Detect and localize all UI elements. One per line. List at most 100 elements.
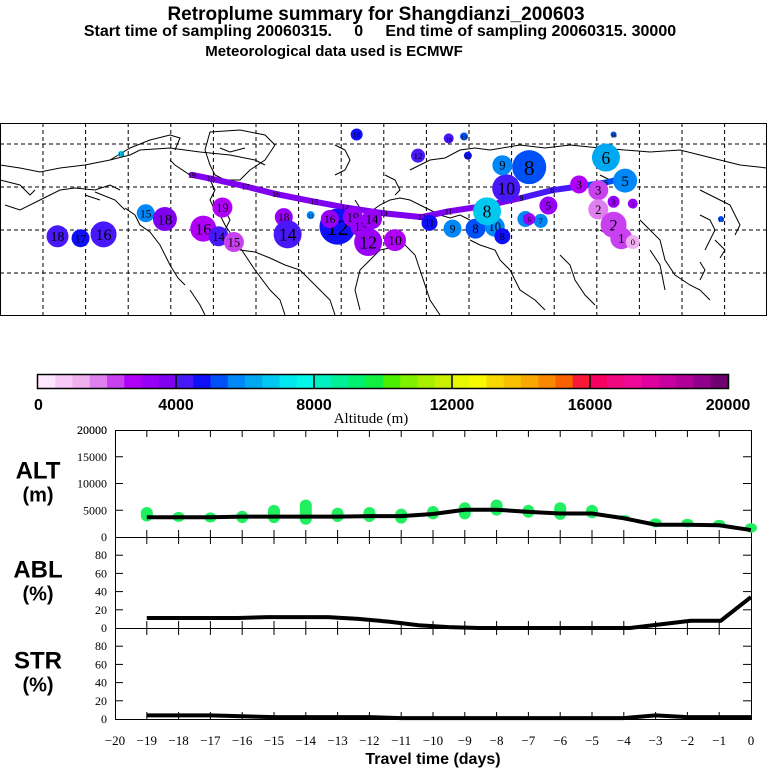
cluster-day-label: 16 xyxy=(195,220,211,238)
cluster-marker xyxy=(212,197,233,218)
cluster-day-label: 11 xyxy=(308,214,314,220)
y-tick-label: 80 xyxy=(95,639,107,653)
cluster-marker xyxy=(443,219,462,238)
cluster-day-label: 8 xyxy=(483,202,492,222)
colorbar-segment xyxy=(400,375,418,388)
track-segment xyxy=(311,198,349,211)
colorbar-segment xyxy=(314,375,332,388)
y-tick-label: 20 xyxy=(95,694,107,708)
colorbar-segment xyxy=(210,375,229,388)
colorbar-segment xyxy=(107,375,125,388)
cluster-day-label: 14 xyxy=(212,230,225,244)
track-day-label: 15 xyxy=(310,198,318,207)
x-tick-label: −14 xyxy=(296,733,317,748)
cluster-day-label: 10 xyxy=(497,179,515,199)
y-tick-label: 80 xyxy=(95,548,107,562)
colorbar-segment xyxy=(227,375,246,388)
cluster-marker xyxy=(533,213,548,228)
x-tick-label: −15 xyxy=(264,733,284,748)
cluster-marker xyxy=(539,196,558,215)
track-day-label: 17 xyxy=(241,182,249,191)
y-tick-label: 60 xyxy=(95,566,107,580)
panel-ylabel: ALT xyxy=(16,458,61,485)
cluster-day-label: 3 xyxy=(631,202,634,209)
cluster-marker xyxy=(492,174,521,203)
cluster-marker xyxy=(627,198,638,209)
cluster-marker xyxy=(610,131,617,138)
series-line-str xyxy=(146,713,751,721)
colorbar-segment xyxy=(55,375,73,388)
colorbar-segment xyxy=(555,375,574,388)
colorbar-tick-label: 0 xyxy=(34,397,43,414)
x-tick-label: −1 xyxy=(712,733,726,748)
cluster-marker xyxy=(492,155,513,176)
x-tick-label: −9 xyxy=(458,733,472,748)
cluster-marker xyxy=(512,150,547,185)
meteo-source: Meteorological data used is ECMWF xyxy=(205,43,463,60)
y-tick-label: 20000 xyxy=(77,423,107,437)
cluster-marker xyxy=(570,175,589,194)
cluster-marker xyxy=(443,133,454,144)
cluster-day-label: 18 xyxy=(446,136,452,143)
colorbar-segment xyxy=(572,375,591,388)
track-segment xyxy=(242,183,280,198)
cluster-marker xyxy=(208,226,229,247)
colorbar-tick-label: 12000 xyxy=(430,397,475,414)
colorbar-segment xyxy=(417,375,436,388)
colorbar-tick-label: 4000 xyxy=(158,397,194,414)
track-day-label: 6 xyxy=(604,179,608,188)
cluster-day-label: 8 xyxy=(524,156,535,180)
coastline-europe xyxy=(334,144,546,316)
cluster-marker xyxy=(411,148,426,163)
colorbar-segment xyxy=(503,375,522,388)
colorbar-tick-label: 8000 xyxy=(296,397,332,414)
track-day-label: 13 xyxy=(380,209,388,218)
colorbar-segment xyxy=(452,375,470,388)
colorbar-segment xyxy=(193,375,211,388)
cluster-marker xyxy=(421,214,438,231)
cluster-day-label: 9 xyxy=(450,224,456,236)
colorbar-tick-label: 20000 xyxy=(706,397,751,414)
y-tick-label: 15000 xyxy=(77,450,107,464)
cluster-day-label: 9 xyxy=(499,159,505,173)
cluster-marker xyxy=(460,132,469,141)
cluster-day-label: 18 xyxy=(157,212,172,228)
colorbar-segment xyxy=(262,375,280,388)
cluster-marker xyxy=(223,232,244,253)
colorbar-segment xyxy=(176,375,194,388)
cluster-marker xyxy=(384,229,407,252)
coastline-greenland xyxy=(109,129,276,181)
x-tick-label: −6 xyxy=(553,733,567,748)
colorbar-segment xyxy=(710,375,729,388)
cluster-day-label: 3 xyxy=(595,184,601,198)
x-tick-label: −8 xyxy=(490,733,504,748)
x-tick-label: −3 xyxy=(649,733,663,748)
chart-title: Retroplume summary for Shangdianzi_20060… xyxy=(167,4,585,25)
panel-ylabel-unit: (%) xyxy=(22,584,53,606)
colorbar-segment xyxy=(607,375,625,388)
colorbar-segment xyxy=(641,375,660,388)
cluster-day-label: 17 xyxy=(75,233,87,245)
cluster-day-label: 13 xyxy=(461,135,467,141)
x-tick-label: −2 xyxy=(680,733,694,748)
colorbar-segment xyxy=(659,375,677,388)
colorbar-segment xyxy=(590,375,608,388)
cluster-marker xyxy=(625,235,640,250)
cluster-day-label: 15 xyxy=(118,153,124,159)
x-tick-label: −16 xyxy=(232,733,253,748)
track-day-label: 19 xyxy=(188,171,196,180)
colorbar-segment xyxy=(141,375,160,388)
colorbar-segment xyxy=(693,375,712,388)
cluster-marker xyxy=(354,228,383,257)
y-tick-label: 5000 xyxy=(83,503,107,517)
cluster-day-label: 12 xyxy=(465,155,471,161)
colorbar-segment xyxy=(434,375,453,388)
cluster-day-label: 14 xyxy=(279,225,297,245)
cluster-marker xyxy=(361,209,382,229)
x-tick-label: −12 xyxy=(359,733,379,748)
y-tick-label: 20000 xyxy=(77,423,107,437)
track-day-label: 14 xyxy=(341,203,349,212)
cluster-day-label: 2 xyxy=(595,203,601,217)
series-line-alt xyxy=(146,507,752,533)
